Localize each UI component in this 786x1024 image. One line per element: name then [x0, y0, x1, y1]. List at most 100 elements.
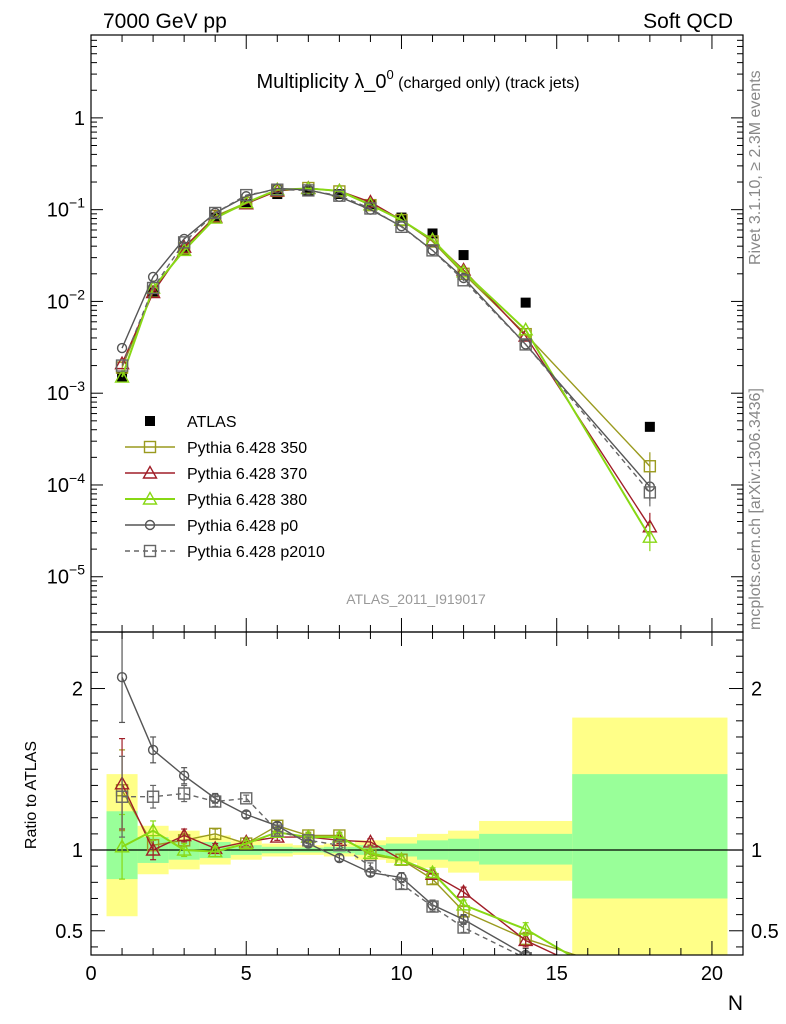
point-p0-12 — [458, 272, 469, 284]
ratio-point-py380-5 — [238, 835, 254, 850]
ratio-point-py380-18 — [643, 995, 656, 1007]
point-py370-9 — [362, 194, 379, 208]
point-py370-2 — [145, 284, 161, 299]
y-tick-base: 10 — [47, 200, 69, 222]
point-py380-4 — [207, 210, 223, 224]
ratio-point-p2010-6 — [271, 824, 284, 837]
y-tick-exp: −3 — [69, 378, 85, 394]
point-p0-11 — [427, 245, 438, 256]
ratio-point-p2010-11 — [426, 900, 439, 913]
ratio-point-py370-14 — [517, 932, 534, 947]
ratio-point-py380-4 — [207, 843, 223, 858]
ratio-point-py380-1 — [114, 838, 130, 853]
point-p2010-10 — [395, 220, 408, 234]
point-py380-5 — [238, 194, 254, 209]
ratio-point-p0-18 — [645, 971, 654, 980]
ratio-point-py370-11 — [424, 866, 441, 880]
ratio-point-py380-14 — [517, 921, 534, 935]
point-atlas-12 — [458, 250, 469, 261]
x-tick-label: 15 — [546, 963, 568, 985]
point-py380-7 — [300, 180, 317, 195]
ratio-point-p2010-12 — [457, 921, 470, 934]
ratio-point-py370-18 — [643, 992, 656, 1004]
point-p2010-8 — [333, 189, 346, 202]
legend-marker-p0 — [144, 519, 156, 531]
chart-title-main: Multiplicity λ_0 — [256, 71, 386, 93]
ratio-point-p2010-5 — [240, 792, 253, 805]
y-tick-label: 10−2 — [47, 286, 85, 313]
x-tick-label: 0 — [85, 963, 96, 985]
ratio-point-p2010-3 — [177, 787, 191, 800]
point-p2010-3 — [177, 236, 191, 249]
ratio-frame — [90, 631, 744, 956]
legend-marker-py370 — [142, 465, 158, 479]
point-py350-11 — [426, 235, 439, 248]
ratio-point-py380-11 — [424, 864, 441, 879]
ratio-point-py380-3 — [176, 842, 192, 856]
point-p0-4 — [209, 207, 221, 219]
ratio-point-p2010-18 — [644, 975, 655, 986]
point-p2010-7 — [302, 184, 315, 197]
mcplots-label: mcplots.cern.ch [arXiv:1306.3436] — [747, 388, 764, 630]
ratio-point-p0-3 — [178, 770, 190, 781]
point-atlas-10 — [396, 212, 407, 223]
ratio-line-py350 — [121, 789, 578, 955]
point-py380-12 — [455, 263, 472, 278]
legend-marker-atlas — [145, 416, 155, 426]
ratio-point-py380-9 — [362, 845, 379, 859]
y-tick-base: 10 — [47, 567, 69, 589]
legend-label-py350: Pythia 6.428 350 — [187, 440, 307, 457]
ratio-point-p0-1 — [116, 672, 128, 683]
point-p0-1 — [116, 342, 128, 354]
ratio-point-py350-18 — [644, 974, 655, 985]
point-atlas-14 — [520, 297, 531, 308]
series-p2010 — [115, 183, 657, 507]
point-p2010-12 — [457, 274, 470, 287]
watermark: ATLAS_2011_I919017 — [346, 591, 486, 607]
point-p2010-14 — [519, 338, 532, 351]
ratio-line-py380 — [121, 829, 572, 955]
ratio-point-p2010-1 — [115, 790, 129, 803]
ratio-y-tick-label: 2 — [72, 679, 83, 701]
point-py380-1 — [114, 369, 130, 383]
point-p2010-11 — [426, 244, 439, 257]
ratio-point-p0-5 — [241, 809, 252, 820]
line-p0 — [121, 187, 651, 488]
ratio-point-p2010-2 — [146, 790, 160, 803]
rivet-label: Rivet 3.1.10, ≥ 2.3M events — [747, 70, 764, 265]
point-p0-2 — [147, 271, 159, 283]
main-panel: 110−110−210−310−410−5 Multiplicity λ_00 … — [47, 34, 744, 633]
point-py380-3 — [176, 242, 192, 257]
ratio-point-p2010-10 — [395, 877, 408, 891]
ratio-point-py380-12 — [455, 897, 472, 911]
y-tick-label: 1 — [74, 108, 85, 130]
ratio-point-p2010-4 — [208, 795, 222, 808]
legend-marker-py380 — [142, 491, 158, 505]
x-tick-label: 10 — [390, 963, 412, 985]
ratio-ylabel: Ratio to ATLAS — [23, 741, 40, 849]
line-py380 — [121, 187, 651, 538]
point-p2010-2 — [146, 281, 160, 295]
legend-label-atlas: ATLAS — [187, 414, 237, 431]
y-tick-base: 10 — [47, 291, 69, 313]
series-py370 — [114, 180, 658, 541]
x-tick-label: 20 — [701, 963, 723, 985]
ratio-line-p0 — [121, 676, 530, 955]
x-tick-label: 5 — [241, 963, 252, 985]
band-inner-12 — [479, 833, 573, 865]
point-atlas-8 — [334, 189, 345, 200]
ratio-y-tick-label: 0.5 — [55, 921, 83, 943]
legend-marker-py350 — [143, 440, 157, 454]
point-py370-1 — [114, 355, 130, 370]
chart-title: Multiplicity λ_00 (charged only) (track … — [256, 67, 579, 93]
point-atlas-7 — [303, 186, 314, 197]
point-p2010-5 — [240, 188, 253, 202]
y-tick-exp: −1 — [69, 195, 85, 211]
ratio-y-tick-label-right: 1 — [751, 840, 762, 862]
ratio-point-py380-10 — [393, 851, 410, 866]
ratio-point-p2010-8 — [333, 838, 346, 852]
legend-label-p0: Pythia 6.428 p0 — [187, 518, 298, 535]
ratio-point-p0-2 — [147, 744, 159, 756]
legend-marker-p2010 — [143, 544, 157, 558]
